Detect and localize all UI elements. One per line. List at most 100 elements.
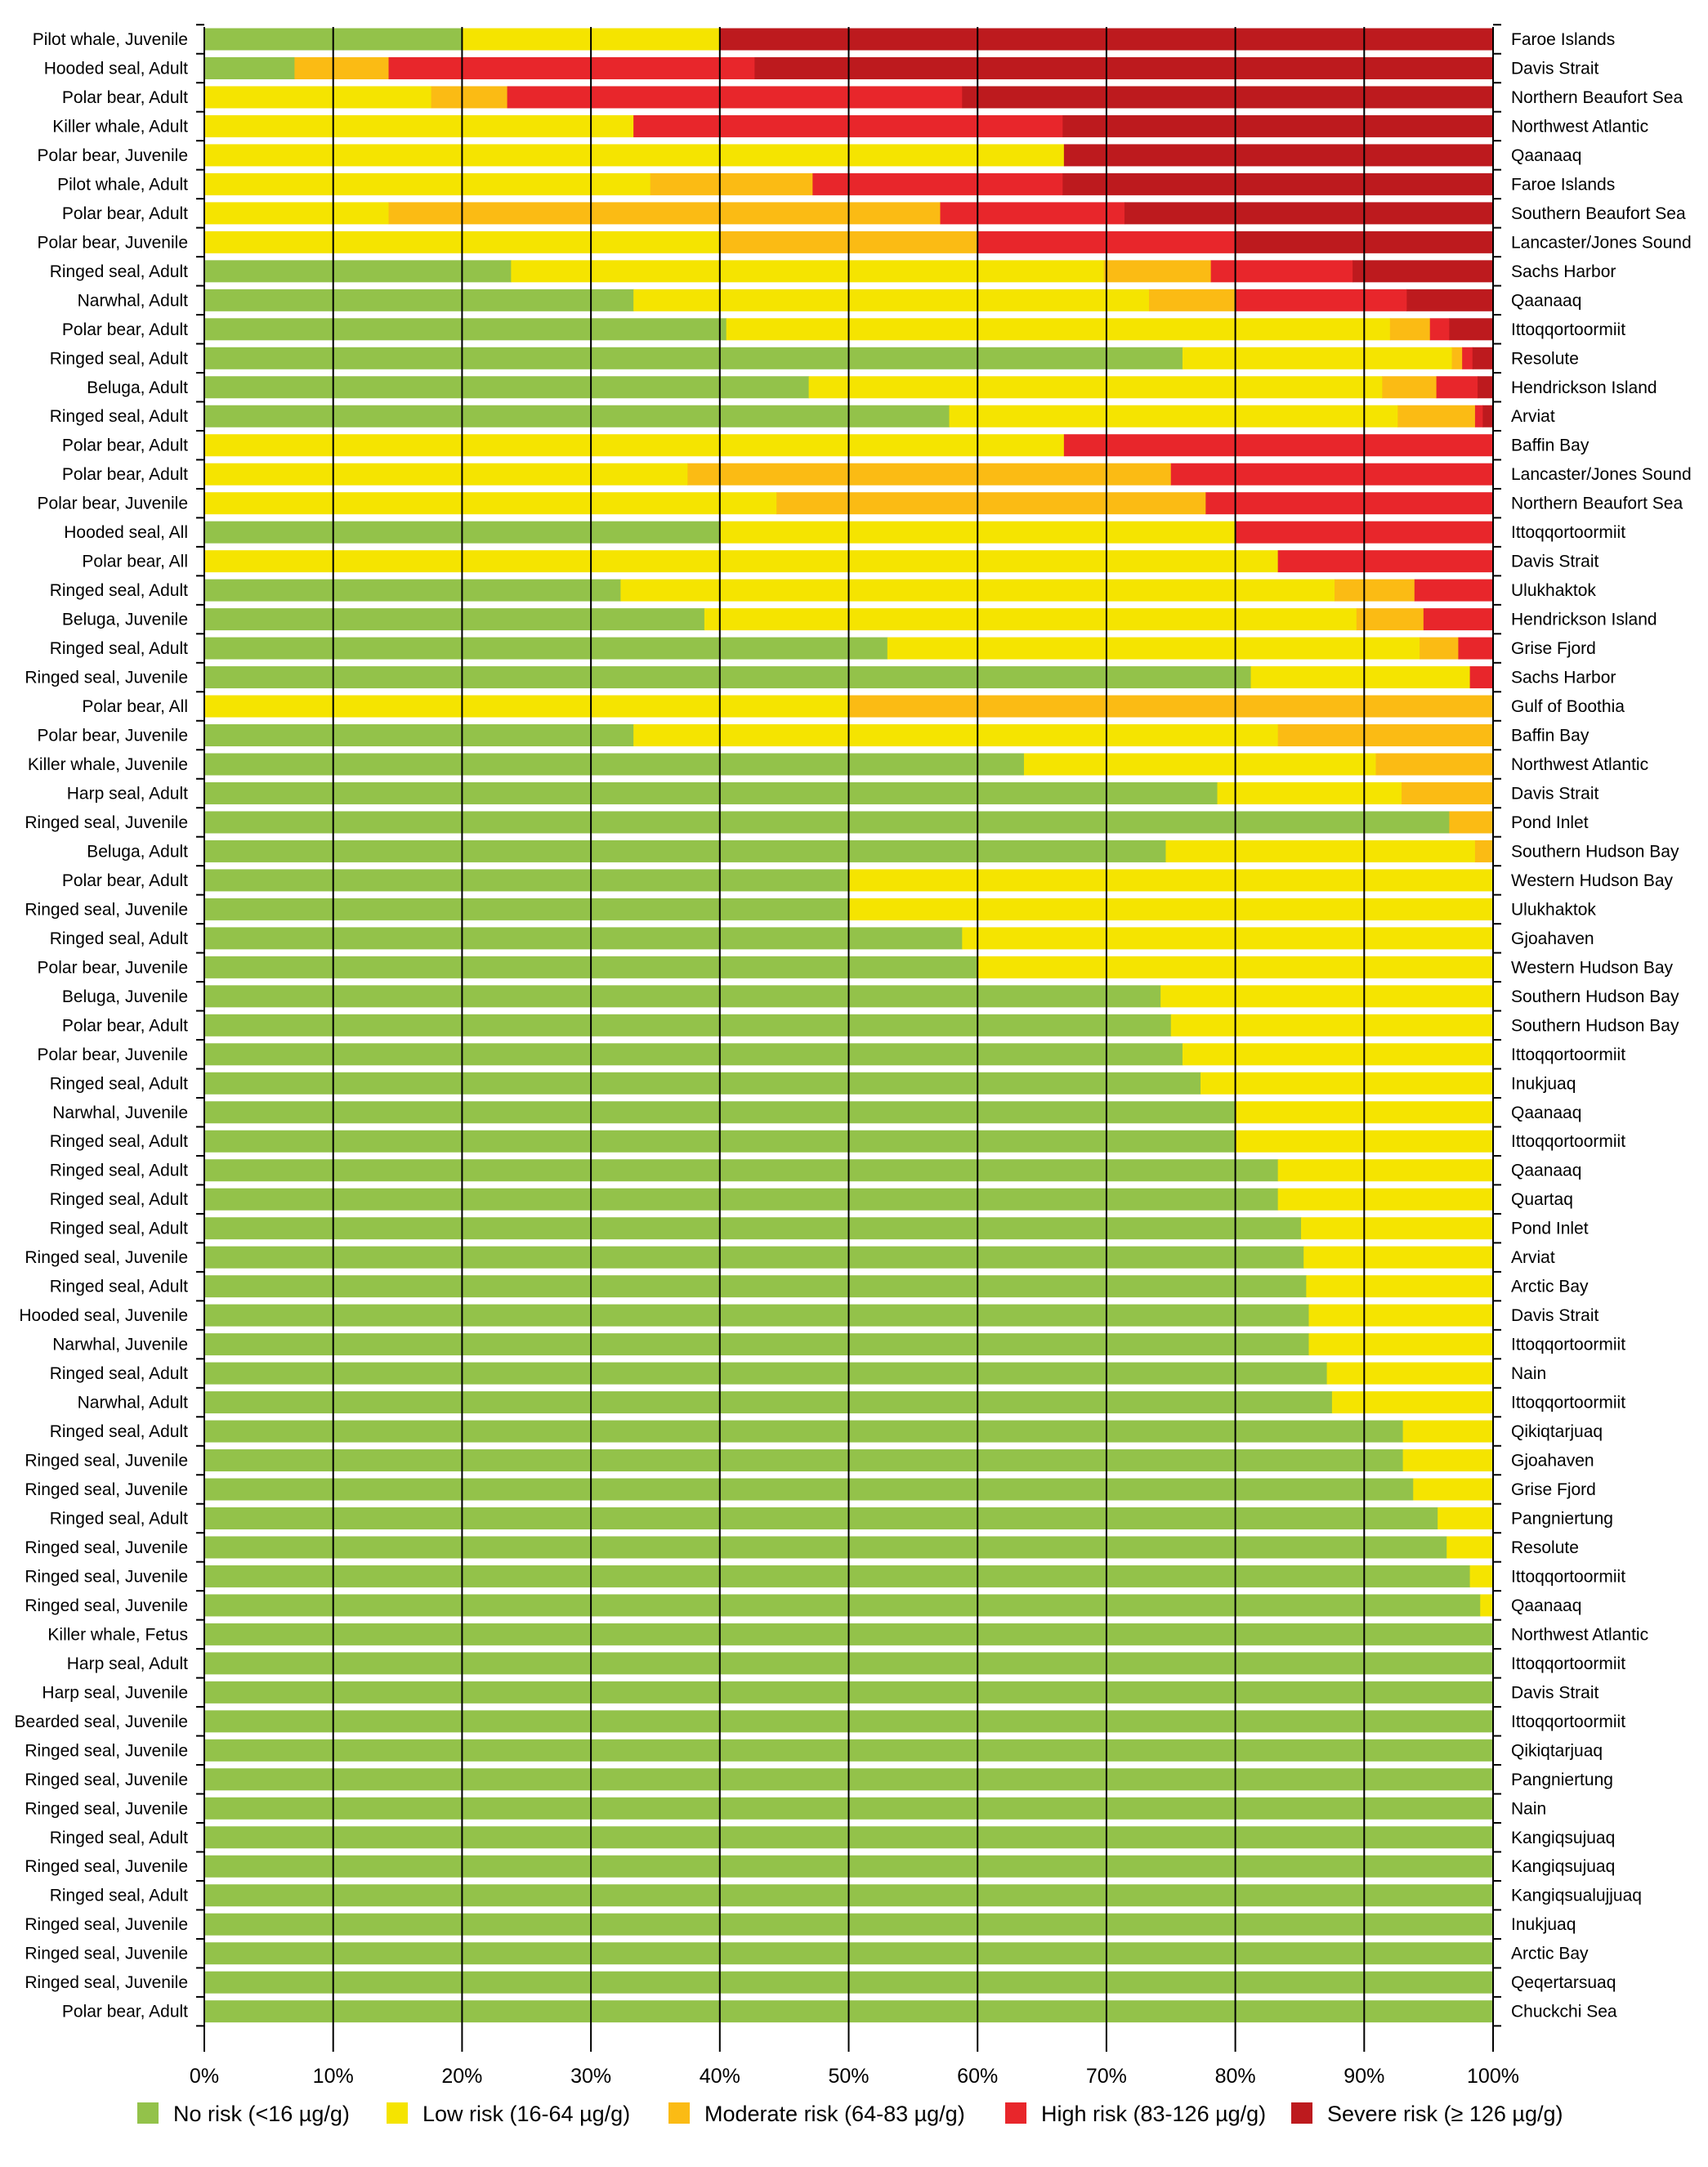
location-label: Lancaster/Jones Sound [1511, 233, 1692, 252]
bar-segment-none [204, 347, 1183, 369]
bar-segment-low [1402, 1420, 1494, 1443]
bar-segment-low [1217, 781, 1402, 804]
bar-segment-high [1277, 550, 1494, 573]
bar-segment-low [1165, 839, 1476, 862]
row-label: Narwhal, Juvenile [52, 1336, 188, 1354]
row-label: Ringed seal, Juvenile [25, 1973, 188, 1992]
location-label: Northwest Atlantic [1511, 117, 1648, 136]
row-label: Beluga, Juvenile [62, 611, 188, 629]
row-label: Ringed seal, Adult [50, 1074, 188, 1093]
row-label: Polar bear, Juvenile [38, 233, 188, 252]
bar-segment-none [204, 1275, 1307, 1298]
bar-segment-low [204, 550, 1279, 573]
bar-segment-moderate [650, 172, 813, 195]
bar-segment-none [204, 1014, 1172, 1036]
row-label: Hooded seal, All [64, 523, 188, 542]
row-label: Ringed seal, Juvenile [25, 1452, 188, 1471]
row-label: Ringed seal, Adult [50, 1132, 188, 1151]
bar-segment-none [204, 811, 1450, 834]
bar-segment-moderate [1148, 289, 1236, 311]
bar-segment-none [204, 927, 963, 950]
bar-segment-high [1462, 347, 1473, 369]
location-label: Grise Fjord [1511, 639, 1596, 658]
row-label: Ringed seal, Juvenile [25, 1945, 188, 1963]
legend-label-none: No risk (<16 µg/g) [173, 2102, 350, 2126]
location-label: Davis Strait [1511, 59, 1599, 78]
bar-segment-low [1469, 1565, 1494, 1587]
bar-segment-low [204, 434, 1065, 457]
bar-segment-low [204, 114, 634, 137]
bar-segment-none [204, 1391, 1333, 1414]
location-label: Faroe Islands [1511, 175, 1615, 194]
location-label: Southern Hudson Bay [1511, 1016, 1679, 1035]
bar-segment-none [204, 666, 1252, 689]
bar-segment-low [1277, 1188, 1494, 1211]
legend-swatch-low [387, 2102, 408, 2124]
row-label: Polar bear, All [82, 697, 188, 716]
location-label: Qaanaaq [1511, 1162, 1581, 1180]
location-label: Northern Beaufort Sea [1511, 88, 1683, 107]
bar-segment-none [204, 1565, 1471, 1587]
bar-segment-none [204, 1594, 1481, 1617]
location-label: Davis Strait [1511, 553, 1599, 571]
bar-segment-none [204, 1304, 1310, 1327]
location-label: Gjoahaven [1511, 929, 1594, 948]
row-label: Ringed seal, Juvenile [25, 1596, 188, 1615]
bar-segment-low [633, 724, 1279, 747]
location-label: Chuckchi Sea [1511, 2003, 1617, 2021]
row-label: Ringed seal, Juvenile [25, 1567, 188, 1586]
bar-segment-none [204, 1217, 1302, 1240]
row-label: Ringed seal, Adult [50, 1509, 188, 1528]
bar-segment-none [204, 898, 850, 920]
bar-segment-moderate [1389, 318, 1431, 341]
bar-segment-low [1301, 1217, 1494, 1240]
bar-segment-low [808, 376, 1383, 399]
location-label: Kangiqsualujjuaq [1511, 1887, 1642, 1905]
x-tick-label: 10% [313, 2065, 354, 2088]
bar-segment-low [1182, 1043, 1494, 1066]
bar-segment-moderate [388, 202, 941, 225]
bar-segment-low [204, 144, 1065, 167]
x-tick-label: 90% [1344, 2065, 1384, 2088]
location-label: Nain [1511, 1799, 1546, 1818]
bar-segment-low [511, 260, 1105, 283]
gridlines [332, 27, 1366, 2052]
bar-segment-moderate [1420, 637, 1460, 660]
row-label: Ringed seal, Adult [50, 1278, 188, 1296]
row-label: Beluga, Adult [87, 842, 188, 861]
location-label: Pond Inlet [1511, 1220, 1589, 1238]
bar-segment-low [1303, 1246, 1494, 1269]
bar-segment-low [1308, 1333, 1494, 1356]
bar-segment-high [1414, 579, 1494, 602]
bar-segment-high [1429, 318, 1450, 341]
row-label: Polar bear, Adult [62, 204, 188, 223]
bar-segment-moderate [1356, 608, 1424, 631]
bar-segment-none [204, 1362, 1328, 1385]
row-label: Beluga, Adult [87, 378, 188, 397]
bar-segment-low [204, 463, 688, 486]
bar-segment-severe [1063, 144, 1494, 167]
x-tick-label: 40% [700, 2065, 740, 2088]
location-label: Inukjuaq [1511, 1074, 1576, 1093]
location-label: Ittoqqortoormiit [1511, 1336, 1625, 1354]
bar-segment-moderate [848, 695, 1494, 718]
bar-segment-high [1063, 434, 1494, 457]
bar-segment-low [1437, 1507, 1494, 1529]
bar-segment-severe [1353, 260, 1494, 283]
row-label: Narwhal, Adult [78, 1394, 189, 1413]
location-label: Kangiqsujuaq [1511, 1857, 1615, 1876]
row-label: Ringed seal, Adult [50, 1829, 188, 1847]
row-label: Harp seal, Juvenile [42, 1683, 188, 1702]
location-label: Ittoqqortoormiit [1511, 523, 1625, 542]
legend-swatch-moderate [668, 2102, 690, 2124]
bar-segment-none [204, 753, 1025, 776]
legend-label-severe: Severe risk (≥ 126 µg/g) [1327, 2102, 1563, 2126]
bar-segment-severe [1062, 114, 1494, 137]
row-label: Ringed seal, Adult [50, 1190, 188, 1209]
legend: No risk (<16 µg/g) Low risk (16-64 µg/g) M… [137, 2102, 1563, 2126]
bar-segment-low [204, 202, 390, 225]
row-label: Killer whale, Juvenile [28, 755, 188, 774]
bar-segment-none [204, 1188, 1279, 1211]
bar-segment-moderate [1375, 753, 1494, 776]
